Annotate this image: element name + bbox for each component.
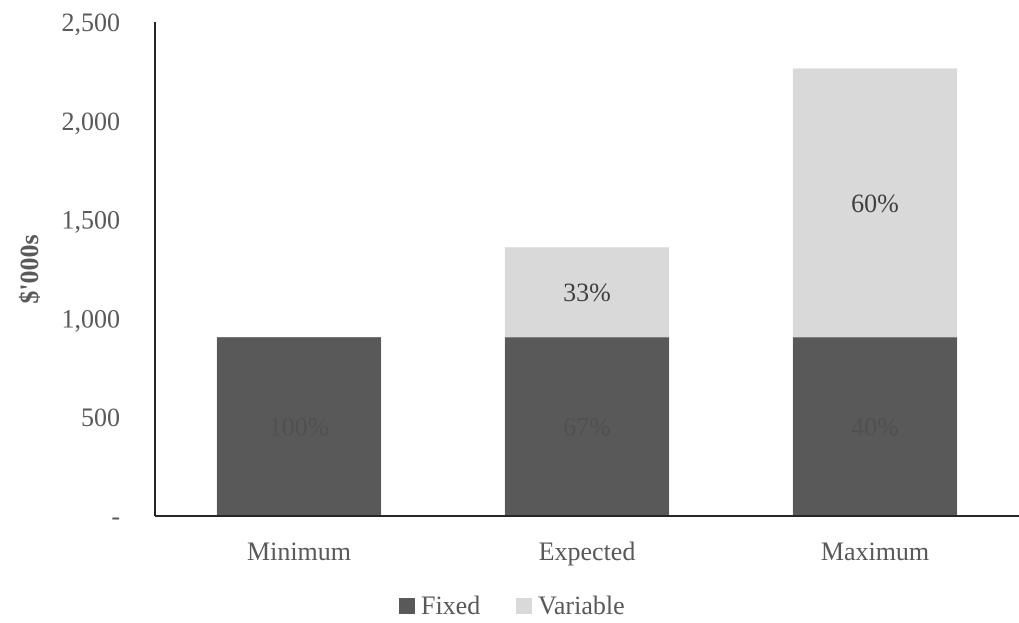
data-label-fixed-expected: 67%	[563, 413, 611, 442]
bar-fixed-expected	[504, 337, 670, 516]
legend-label-variable: Variable	[538, 591, 625, 618]
legend-label-fixed: Fixed	[421, 591, 480, 618]
y-tick-label: 1,500	[62, 206, 121, 235]
data-label-fixed-maximum: 40%	[851, 413, 899, 442]
y-tick-label: 2,000	[62, 107, 121, 136]
bar-variable-expected	[504, 247, 670, 338]
legend-swatch-variable	[516, 598, 532, 614]
legend: Fixed Variable	[399, 591, 625, 620]
x-axis-category-labels: Minimum Expected Maximum	[247, 537, 929, 566]
bar-variable-maximum	[792, 68, 958, 338]
bar-fixed-minimum	[216, 337, 382, 516]
x-category-label: Minimum	[247, 537, 351, 566]
bars	[216, 68, 958, 516]
y-tick-label: -	[111, 502, 120, 531]
x-category-label: Expected	[539, 537, 636, 566]
y-axis-ticks: - 500 1,000 1,500 2,000 2,500	[62, 8, 121, 531]
x-category-label: Maximum	[821, 537, 929, 566]
data-label-variable-expected: 33%	[563, 278, 611, 307]
bar-fixed-maximum	[792, 337, 958, 516]
bar-data-labels: 100% 67% 33% 40% 60%	[269, 189, 899, 442]
data-label-variable-maximum: 60%	[851, 189, 899, 218]
y-tick-label: 1,000	[62, 304, 121, 333]
y-tick-label: 2,500	[62, 8, 121, 37]
legend-swatch-fixed	[399, 598, 415, 614]
y-tick-label: 500	[81, 403, 120, 432]
y-axis-label: $'000s	[15, 234, 44, 303]
data-label-fixed-minimum: 100%	[269, 413, 330, 442]
